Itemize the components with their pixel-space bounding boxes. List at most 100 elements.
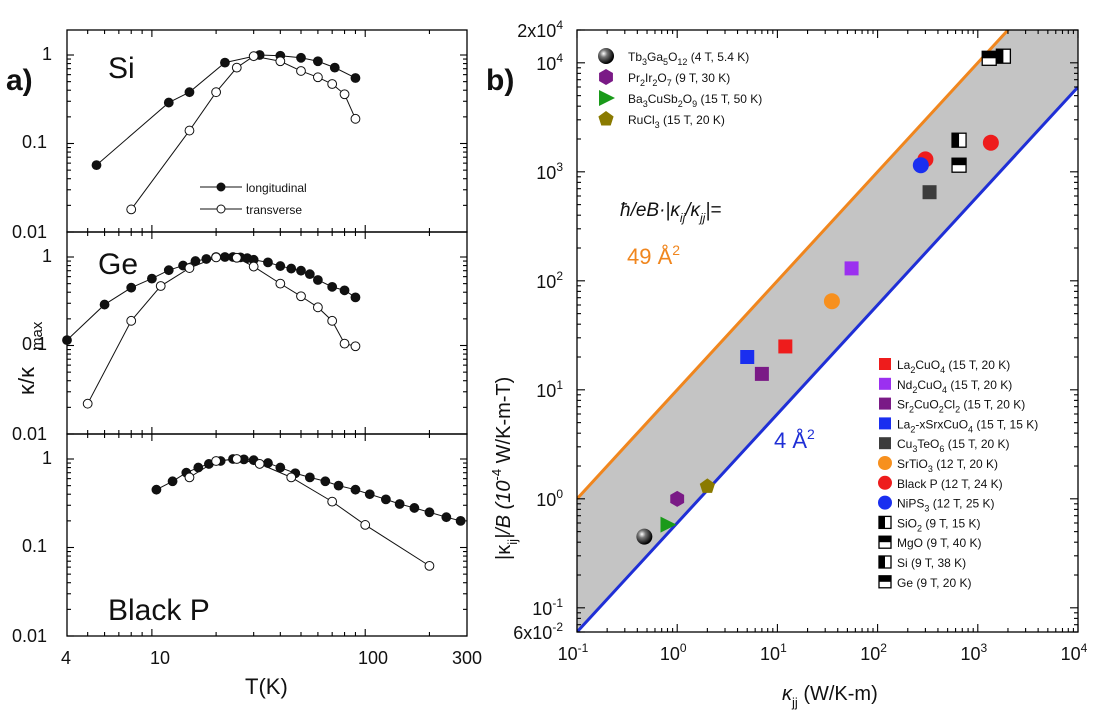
legend-marker-mgo-fill xyxy=(879,536,891,543)
data-point-transverse xyxy=(126,315,137,326)
data-point-pr2ir2o7 xyxy=(670,490,685,507)
legend-marker-pr2ir2o7 xyxy=(599,69,613,85)
data-point-transverse xyxy=(211,252,222,263)
data-point-transverse xyxy=(82,398,93,409)
data-point-ba3cusb2o9 xyxy=(660,516,677,533)
data-point-longitudinal xyxy=(409,503,420,513)
data-point-longitudinal xyxy=(304,269,315,280)
data-point-transverse xyxy=(312,72,323,83)
data-point-mgo-fill xyxy=(952,158,967,166)
data-point-longitudinal xyxy=(296,52,306,63)
legend-marker-nips3 xyxy=(878,495,892,510)
panel-b-tag: b) xyxy=(486,64,514,97)
legend-label-transverse: transverse xyxy=(246,203,302,217)
data-point-sr2cuo2cl2 xyxy=(754,366,769,381)
data-point-tb3ga5o12 xyxy=(636,528,653,545)
legend-label-rucl3: RuCl3 (15 T, 20 K) xyxy=(628,113,725,130)
legend-label-sio2: SiO2 (9 T, 15 K) xyxy=(897,516,981,533)
legend-marker-nd2cuo4 xyxy=(879,377,891,390)
left-panels xyxy=(62,29,468,637)
left-y-axis-title-sub: max xyxy=(29,321,46,350)
data-point-transverse xyxy=(296,291,306,302)
left-y-axis-title: κ/κ max xyxy=(14,321,46,395)
left-xtick-4: 4 xyxy=(61,648,71,668)
line-49A2 xyxy=(577,30,1011,500)
line-4A2 xyxy=(577,85,1078,632)
left-ytick-01-bp: 0.1 xyxy=(22,536,47,556)
data-point-transverse xyxy=(231,252,242,263)
data-point-transverse xyxy=(286,472,297,483)
data-point-longitudinal xyxy=(91,160,102,171)
right-xtick-label: 102 xyxy=(860,641,887,664)
right-ytick-label: 103 xyxy=(536,160,563,183)
legend-label-sr2cuo2cl2: Sr2CuO2Cl2 (15 T, 20 K) xyxy=(897,398,1025,415)
data-point-longitudinal xyxy=(99,299,110,310)
data-point-longitudinal xyxy=(394,499,405,509)
data-point-transverse xyxy=(275,56,286,67)
right-ytick-label: 100 xyxy=(536,487,563,510)
data-point-la2cuo4 xyxy=(778,339,793,354)
right-x-axis-title: κjj (W/K-m) xyxy=(782,683,878,710)
left-ytick-1-si: 1 xyxy=(42,44,52,64)
label-49A2-text: 49 Å xyxy=(627,244,673,269)
data-point-longitudinal xyxy=(455,515,466,526)
right-ytick-label: 101 xyxy=(536,378,563,401)
data-point-longitudinal xyxy=(441,512,452,523)
right-plot-frame xyxy=(576,29,1079,633)
data-point-longitudinal xyxy=(327,281,338,292)
data-point-longitudinal xyxy=(296,265,306,276)
legend-label-ba3cusb2o9: Ba3CuSb2O9 (15 T, 50 K) xyxy=(628,92,762,109)
left-xtick-10: 10 xyxy=(150,648,170,668)
right-ytick-label: 104 xyxy=(536,51,563,74)
right-ytick-label: 6x10-2 xyxy=(513,620,563,643)
data-point-rucl3 xyxy=(699,478,715,493)
label-4A2: 4 Å2 xyxy=(774,426,815,453)
legend-label-cu3teo6: Cu3TeO6 (15 T, 20 K) xyxy=(897,437,1010,454)
right-y-axis-exp: -4 xyxy=(489,469,504,481)
data-point-transverse xyxy=(231,454,242,464)
data-point-longitudinal xyxy=(193,462,204,473)
legend-label-pr2ir2o7: Pr2Ir2O7 (9 T, 30 K) xyxy=(628,71,730,88)
legend-marker-sr2cuo2cl2 xyxy=(879,397,891,410)
legend-marker-mgo xyxy=(878,535,892,549)
data-point-longitudinal xyxy=(201,254,212,264)
data-point-transverse xyxy=(248,261,259,272)
legend-marker-srtio3 xyxy=(878,456,892,470)
legend-label-la2cuo4: La2CuO4 (15 T, 20 K) xyxy=(897,358,1010,375)
data-point-longitudinal xyxy=(350,484,361,495)
left-ticks xyxy=(67,30,467,637)
legend-label-nips3: NiPS3 (12 T, 25 K) xyxy=(897,497,995,514)
right-xtick-label: 10-1 xyxy=(558,641,589,664)
data-point-transverse xyxy=(126,204,137,215)
legend-marker-sio2 xyxy=(878,515,892,530)
label-49A2-sup: 2 xyxy=(672,242,680,258)
data-point-transverse xyxy=(211,456,222,466)
legend-marker-ba3cusb2o9 xyxy=(599,90,615,106)
right-plot-area xyxy=(577,30,1078,632)
data-point-longitudinal xyxy=(275,261,286,271)
data-point-transverse xyxy=(231,62,242,73)
right-y-axis-head: |κ xyxy=(493,544,515,560)
left-legend: longitudinal transverse xyxy=(200,181,307,217)
data-point-transverse xyxy=(155,281,166,291)
legend-marker-ge-fill xyxy=(879,575,891,582)
panel-a-tag: a) xyxy=(6,64,33,97)
right-legend: Tb3Ga5O12 (4 T, 5.4 K) Pr2Ir2O7 (9 T, 30 … xyxy=(598,48,1038,590)
data-point-transverse xyxy=(211,87,222,98)
left-ytick-1-ge: 1 xyxy=(42,246,52,266)
data-point-transverse xyxy=(327,315,338,326)
data-point-transverse xyxy=(184,472,195,483)
right-xtick-label: 104 xyxy=(1061,641,1088,664)
data-point-sio2-fill xyxy=(952,133,960,148)
legend-marker-transverse xyxy=(216,204,226,214)
legend-label-mgo: MgO (9 T, 40 K) xyxy=(897,536,982,550)
left-ytick-1-bp: 1 xyxy=(42,448,52,468)
legend-label-ge: Ge (9 T, 20 K) xyxy=(897,576,972,590)
data-point-longitudinal xyxy=(151,484,162,495)
legend-marker-ge xyxy=(878,575,892,589)
formula-annotation: ħ/eB·|κij/κjj|= xyxy=(620,200,721,225)
data-point-longitudinal xyxy=(62,335,72,346)
label-4A2-sup: 2 xyxy=(807,426,815,442)
data-point-nips3 xyxy=(912,157,929,174)
